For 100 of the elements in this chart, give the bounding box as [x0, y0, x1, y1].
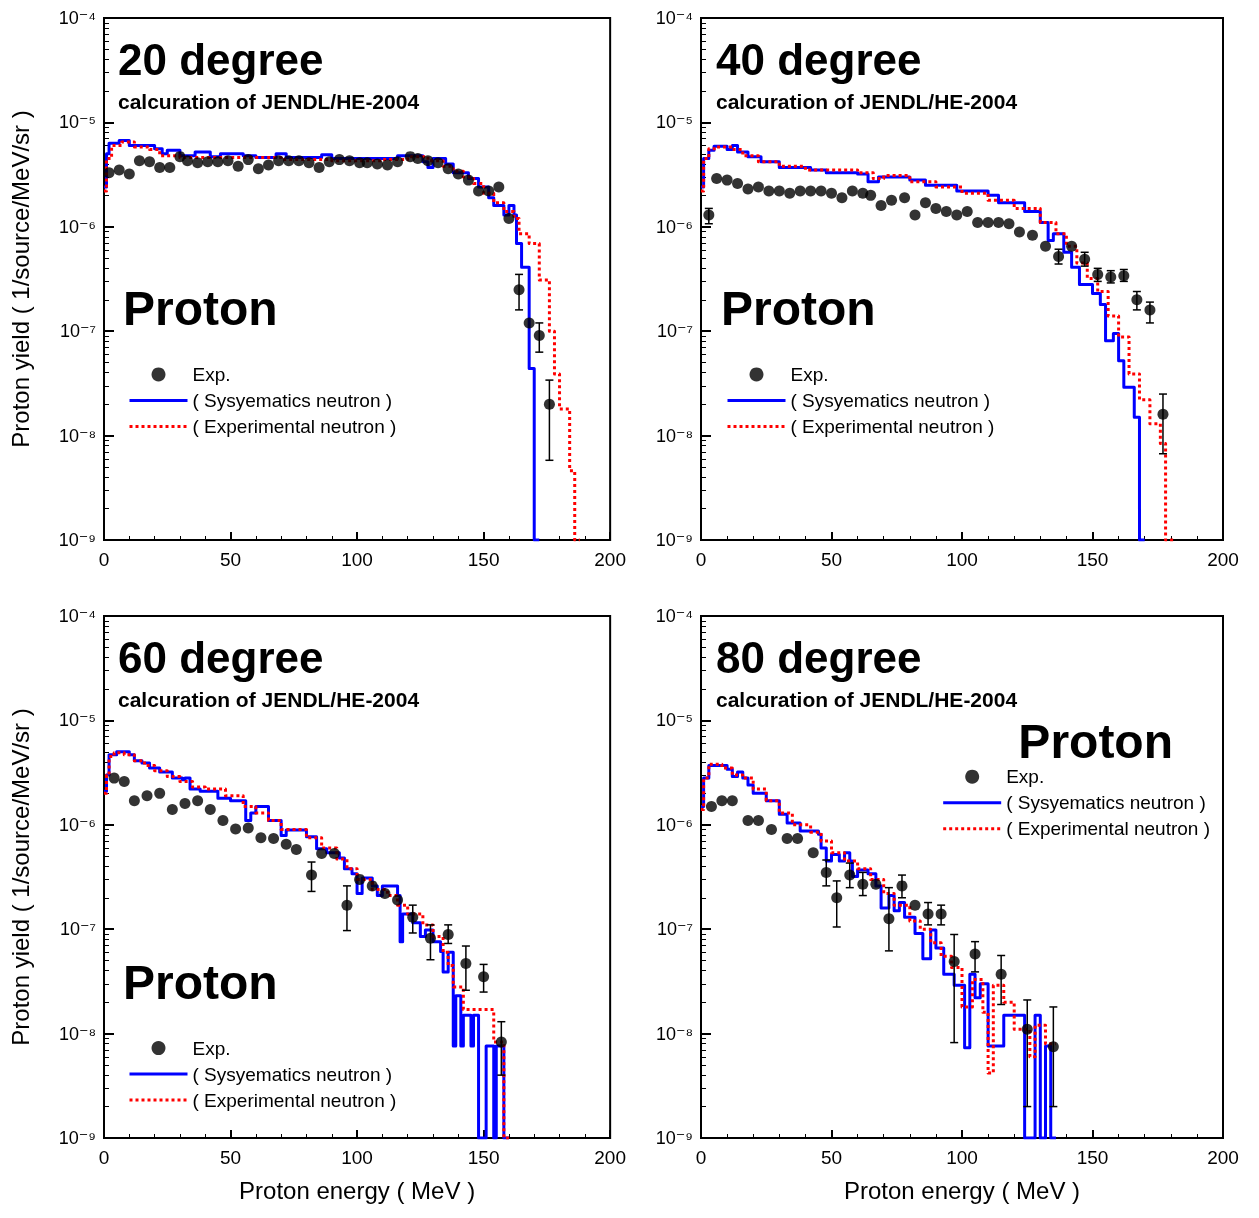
point	[826, 187, 837, 199]
chart-title: 60 degree	[118, 632, 324, 682]
y-tick-label: 10⁻⁸	[655, 425, 693, 446]
y-axis-title: Proton yield ( 1/source/MeV/sr )	[6, 110, 34, 448]
point	[290, 844, 302, 855]
x-tick-label: 150	[1076, 549, 1109, 570]
point	[141, 790, 153, 802]
point	[765, 824, 777, 836]
y-tick-label: 10⁻⁶	[656, 814, 693, 835]
point	[333, 154, 345, 166]
point	[503, 213, 515, 225]
point	[179, 797, 191, 809]
point	[154, 787, 166, 799]
y-tick-label: 10⁻⁵	[59, 710, 96, 731]
point	[412, 153, 424, 165]
point	[407, 911, 419, 923]
point	[807, 847, 819, 859]
point	[392, 156, 404, 168]
legend-label: ( Experimental neutron )	[790, 415, 995, 437]
point	[1047, 1041, 1059, 1053]
point	[182, 155, 194, 167]
legend-label: Exp.	[192, 1037, 231, 1059]
point	[726, 795, 738, 807]
point	[242, 822, 254, 834]
point	[478, 971, 490, 983]
point	[711, 173, 723, 185]
point	[705, 800, 717, 812]
point	[870, 878, 882, 890]
point	[306, 869, 318, 881]
point	[316, 848, 328, 860]
point	[794, 185, 806, 197]
point	[993, 216, 1005, 228]
point	[133, 155, 145, 167]
x-tick-label: 200	[1207, 549, 1239, 570]
point	[763, 185, 775, 197]
point	[217, 814, 229, 826]
text: calcuration of JENDL/HE-2004	[118, 688, 420, 711]
point	[995, 968, 1007, 980]
y-tick-label: 10⁻⁵	[59, 112, 96, 133]
y-tick-label: 10⁻⁹	[655, 1128, 693, 1148]
point	[972, 216, 984, 228]
point	[442, 928, 454, 940]
point	[721, 174, 733, 186]
point	[899, 192, 911, 204]
point	[815, 185, 827, 197]
y-tick-label: 10⁻⁵	[656, 112, 693, 133]
x-tick-label: 150	[467, 1147, 500, 1168]
point	[1066, 240, 1078, 252]
point	[371, 158, 383, 170]
y-axis-title: Proton yield ( 1/source/MeV/sr )	[6, 708, 34, 1046]
annotation: Proton	[1018, 714, 1173, 768]
point	[252, 163, 264, 175]
point	[784, 187, 796, 199]
point	[313, 161, 325, 173]
point	[948, 956, 960, 968]
x-tick-label: 100	[341, 1147, 373, 1168]
point	[283, 155, 295, 167]
point	[969, 948, 981, 960]
point	[781, 832, 793, 844]
y-tick-label: 10⁻⁹	[58, 1128, 96, 1148]
x-tick-label: 100	[946, 1147, 978, 1168]
y-tick-label: 10⁻⁷	[656, 919, 693, 940]
legend-label: ( Sysyematics neutron )	[790, 389, 991, 411]
point	[473, 185, 485, 197]
point	[293, 155, 305, 167]
point	[230, 823, 242, 835]
x-tick-label: 150	[467, 549, 500, 570]
point	[432, 157, 444, 169]
point	[533, 329, 545, 341]
point	[865, 189, 877, 201]
point	[232, 160, 244, 172]
x-tick-label: 0	[98, 549, 110, 570]
point	[303, 157, 315, 169]
point	[1026, 229, 1038, 241]
point	[752, 181, 764, 193]
text: calcuration of JENDL/HE-2004	[716, 688, 1018, 711]
x-tick-label: 50	[820, 549, 843, 570]
y-tick-label: 10⁻⁶	[656, 216, 693, 237]
point	[951, 209, 963, 221]
point	[222, 155, 234, 167]
point	[204, 804, 216, 816]
point	[961, 206, 973, 218]
point	[919, 197, 931, 209]
point	[154, 161, 166, 173]
chart-title: 20 degree	[118, 34, 324, 84]
legend-label: ( Sysyematics neutron )	[192, 389, 393, 411]
point	[543, 398, 555, 410]
legend-label: ( Experimental neutron )	[1006, 818, 1211, 840]
point	[940, 206, 952, 218]
point	[422, 155, 434, 167]
point	[922, 908, 934, 920]
point	[361, 157, 373, 169]
point	[460, 957, 472, 969]
legend-label: ( Experimental neutron )	[192, 1089, 397, 1111]
y-tick-label: 10⁻⁸	[655, 1023, 693, 1044]
point	[442, 163, 454, 175]
point	[909, 899, 921, 911]
point	[242, 154, 254, 166]
y-tick-label: 10⁻⁷	[656, 321, 693, 342]
point	[805, 185, 817, 197]
